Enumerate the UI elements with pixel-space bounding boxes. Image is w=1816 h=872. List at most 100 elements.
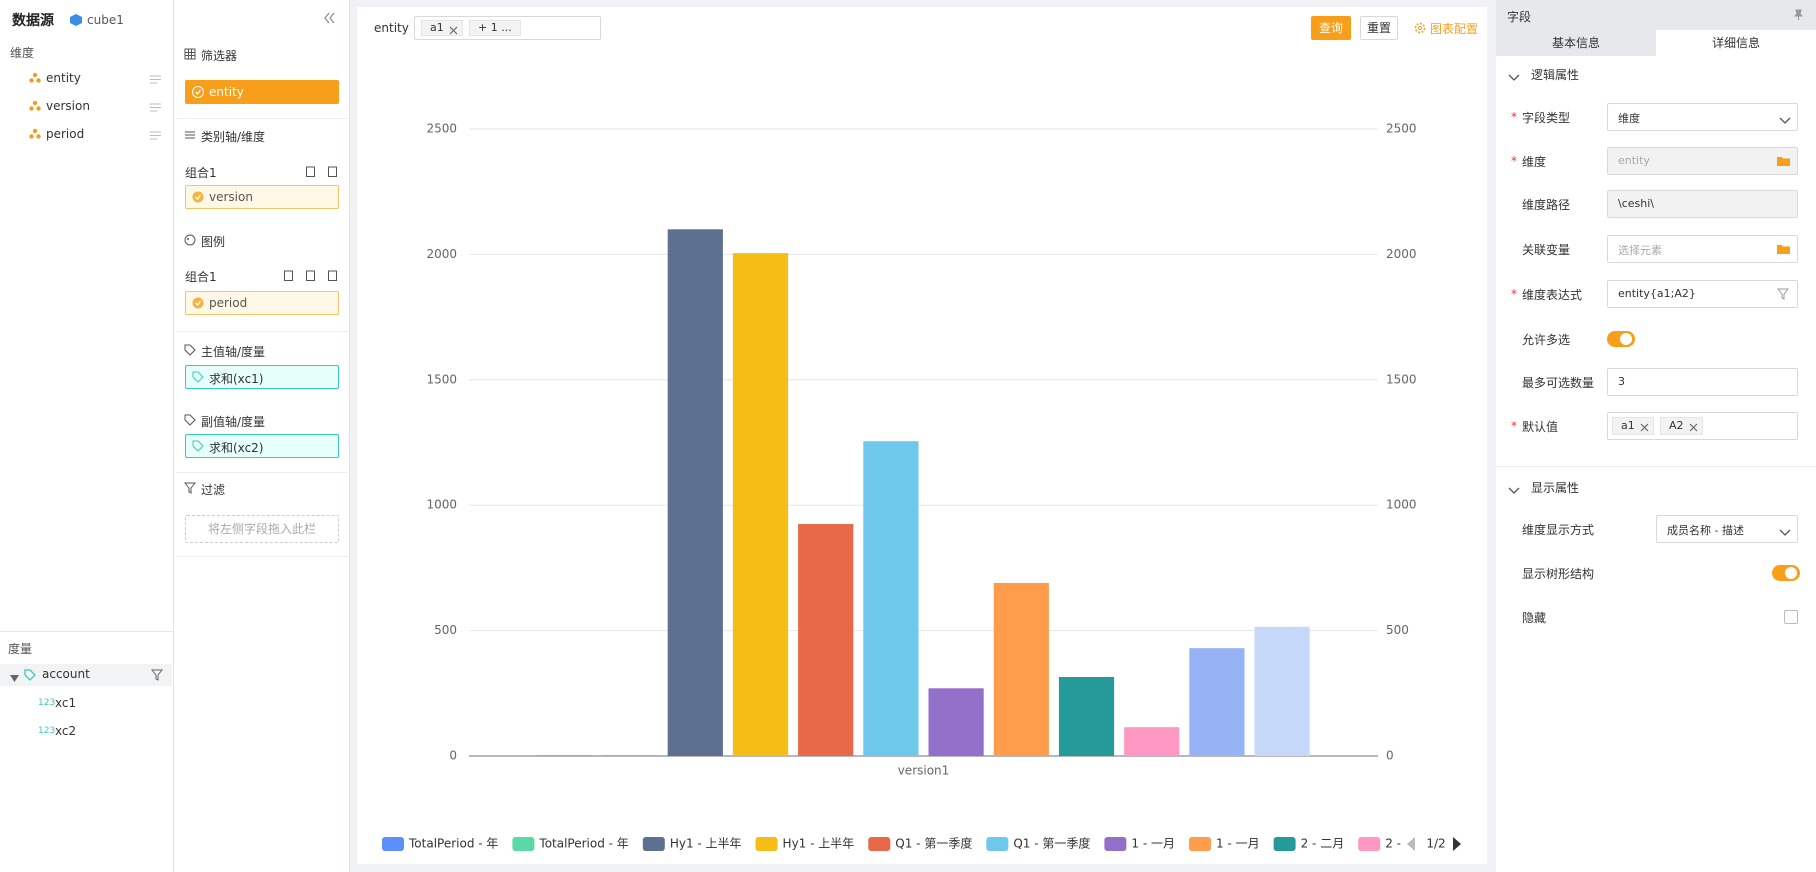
field-label: 关联变量 — [1522, 243, 1571, 257]
field-label: 隐藏 — [1522, 611, 1547, 625]
legend-item[interactable]: 2 - 二月 — [1273, 837, 1345, 852]
bar — [1254, 626, 1310, 756]
measure-icon: 123 — [38, 698, 56, 708]
toggle[interactable] — [1772, 565, 1800, 581]
tab-active[interactable]: 详细信息 — [1656, 30, 1816, 56]
cube-icon — [70, 14, 82, 26]
filter-icon[interactable] — [1776, 288, 1790, 300]
field-chip[interactable]: 求和(xc1) — [185, 365, 339, 389]
field-label: 显示树形结构 — [1522, 567, 1595, 581]
chip-label: 求和(xc2) — [209, 441, 264, 455]
section-icon — [184, 48, 196, 60]
copy-icon[interactable] — [305, 269, 316, 281]
measure-group[interactable]: account — [42, 667, 90, 681]
dimension-item[interactable]: period — [46, 127, 85, 141]
pin-icon[interactable] — [1792, 9, 1804, 21]
toggle[interactable] — [1607, 331, 1635, 347]
input-value: 成员名称 - 描述 — [1667, 524, 1744, 537]
dimension-icon — [29, 100, 41, 111]
tags-box[interactable]: a1 A2 — [1607, 412, 1798, 440]
dimension-icon — [29, 128, 41, 139]
measure-item[interactable]: xc1 — [55, 696, 77, 710]
legend-label: 1 - 一月 — [1131, 837, 1175, 851]
settings-icon[interactable] — [283, 269, 294, 281]
delete-icon[interactable] — [327, 269, 338, 281]
legend-item[interactable]: Q1 - 第一季度 — [986, 836, 1090, 852]
y2-tick-label: 1000 — [1386, 498, 1417, 512]
folder-icon[interactable] — [1777, 243, 1790, 255]
y2-tick-label: 2000 — [1386, 247, 1417, 261]
section-title: 筛选器 — [201, 49, 238, 63]
field-label: 维度路径 — [1522, 198, 1571, 212]
legend-item[interactable]: TotalPeriod - 年 — [382, 837, 498, 852]
input-box[interactable]: entity{a1;A2} — [1607, 280, 1798, 308]
input-box[interactable]: entity — [1607, 147, 1798, 175]
legend-swatch — [868, 837, 891, 851]
divider — [1496, 466, 1816, 467]
required-mark: * — [1511, 419, 1517, 433]
legend-item[interactable]: 2 - — [1358, 837, 1401, 852]
drop-zone: 将左侧字段拖入此栏 — [185, 515, 339, 543]
input-value: 维度 — [1618, 112, 1640, 125]
clear-icon[interactable] — [449, 24, 458, 35]
field-chip[interactable]: 求和(xc2) — [185, 434, 339, 458]
bar — [993, 582, 1049, 756]
chevron[interactable] — [1508, 71, 1520, 81]
chevron[interactable] — [1779, 114, 1791, 124]
legend-label: 2 - 二月 — [1301, 837, 1345, 851]
chip-icon — [192, 371, 204, 383]
divider — [176, 331, 348, 332]
section-title: 显示属性 — [1531, 481, 1580, 495]
delete-icon[interactable] — [327, 165, 338, 177]
field-chip[interactable]: period — [185, 291, 339, 315]
y2-tick-label: 1500 — [1386, 372, 1417, 386]
folder-icon[interactable] — [1777, 155, 1790, 167]
tag-select[interactable]: a1 + 1 ... — [414, 16, 601, 40]
group-label: 组合1 — [185, 270, 217, 284]
chip-label: 求和(xc1) — [209, 372, 264, 386]
input-box[interactable]: \ceshi\ — [1607, 190, 1798, 218]
filter-icon[interactable] — [150, 669, 164, 681]
measure-item[interactable]: xc2 — [55, 724, 77, 738]
legend-item[interactable]: Hy1 - 上半年 — [642, 837, 742, 852]
input-box[interactable]: 3 — [1607, 368, 1798, 396]
legend-item[interactable]: TotalPeriod - 年 — [512, 837, 629, 852]
bar — [863, 441, 919, 756]
legend-next[interactable] — [1453, 837, 1461, 851]
chevron[interactable] — [1508, 484, 1520, 494]
dimension-item[interactable]: entity — [46, 71, 81, 85]
legend-item[interactable]: Q1 - 第一季度 — [868, 836, 972, 852]
collapse-button[interactable] — [322, 11, 336, 25]
section-label: 度量 — [8, 642, 33, 656]
legend-prev[interactable] — [1407, 837, 1415, 851]
legend-item[interactable]: Hy1 - 上半年 — [755, 837, 855, 852]
clear-icon[interactable] — [1640, 421, 1649, 432]
chip-icon — [192, 86, 204, 98]
chevron[interactable] — [1779, 526, 1791, 536]
tab[interactable]: 基本信息 — [1496, 30, 1656, 56]
checkbox[interactable] — [1784, 610, 1798, 624]
dimension-item[interactable]: version — [46, 99, 90, 113]
clear-icon[interactable] — [1689, 421, 1698, 432]
panel-header — [1496, 0, 1816, 30]
select-box[interactable]: 维度 — [1607, 103, 1798, 131]
select-box[interactable]: 成员名称 - 描述 — [1656, 515, 1798, 543]
legend-swatch — [512, 837, 535, 851]
field-chip[interactable]: entity — [185, 80, 339, 104]
legend-label: Hy1 - 上半年 — [783, 837, 855, 851]
input-box[interactable]: 选择元素 — [1607, 235, 1798, 263]
copy-icon[interactable] — [305, 165, 316, 177]
legend-item[interactable]: 1 - 一月 — [1188, 837, 1260, 852]
reset-button[interactable]: 重置 — [1360, 16, 1398, 40]
legend-label: 1 - 一月 — [1216, 837, 1260, 851]
query-button[interactable]: 查询 — [1311, 16, 1351, 40]
settings-icon[interactable] — [1414, 22, 1426, 34]
chart-config-button[interactable]: 图表配置 — [1430, 22, 1479, 36]
legend-item[interactable]: 1 - 一月 — [1104, 837, 1175, 852]
group-label: 组合1 — [185, 166, 217, 180]
field-label: 维度显示方式 — [1522, 523, 1595, 537]
panel-title: 字段 — [1507, 10, 1532, 24]
required-mark: * — [1511, 154, 1517, 168]
source-panel — [0, 0, 174, 872]
field-chip[interactable]: version — [185, 185, 339, 209]
